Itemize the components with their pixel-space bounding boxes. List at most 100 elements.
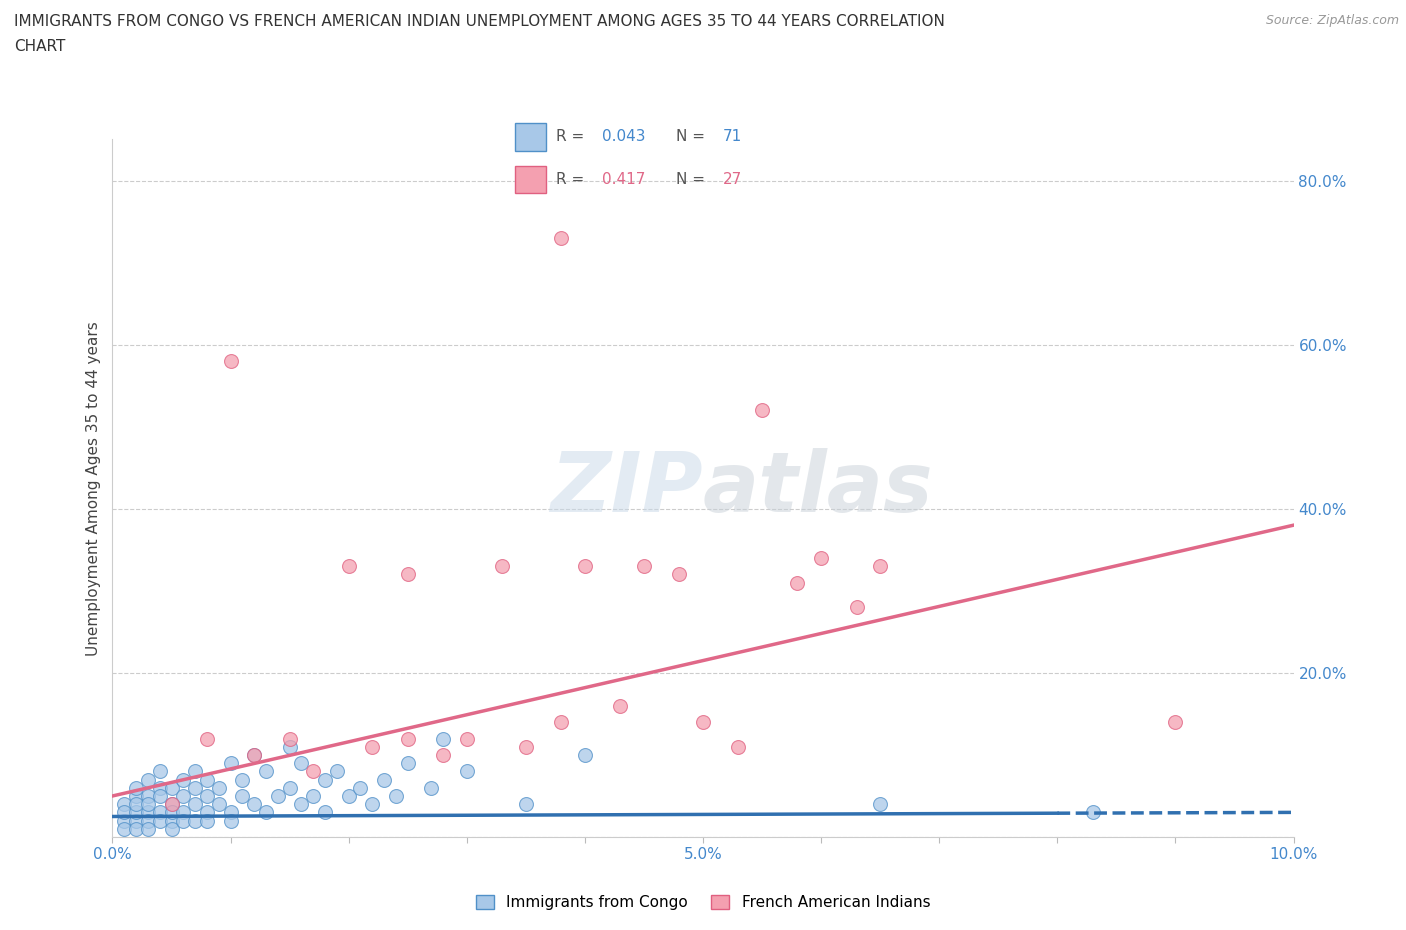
Point [609,698,631,713]
Point [125,821,148,836]
Point [491,559,513,574]
Point [349,780,371,795]
Point [136,789,159,804]
Point [396,567,419,582]
Point [195,772,218,787]
Point [112,813,135,828]
Point [195,731,218,746]
Point [1081,805,1104,820]
Point [184,780,207,795]
Text: N =: N = [676,172,710,187]
Point [302,789,325,804]
Point [195,813,218,828]
Point [314,805,336,820]
Point [195,805,218,820]
Text: 0.417: 0.417 [602,172,645,187]
Point [160,797,183,812]
Text: 27: 27 [723,172,742,187]
Point [172,789,194,804]
Point [869,559,891,574]
Point [136,821,159,836]
Point [172,813,194,828]
Point [219,756,242,771]
Point [385,789,408,804]
Point [361,797,384,812]
Point [219,813,242,828]
Point [149,813,172,828]
Point [160,797,183,812]
Point [727,739,749,754]
Point [160,813,183,828]
Point [574,559,596,574]
Point [172,805,194,820]
Point [396,731,419,746]
Point [136,805,159,820]
Point [149,764,172,778]
Point [278,780,301,795]
Point [136,813,159,828]
Point [184,813,207,828]
Point [243,748,266,763]
Point [112,821,135,836]
Point [195,789,218,804]
Point [810,551,832,565]
Point [692,714,714,729]
Point [751,403,773,418]
Point [125,797,148,812]
Point [668,567,690,582]
Point [219,805,242,820]
Point [160,821,183,836]
Point [869,797,891,812]
Point [219,353,242,368]
Text: N =: N = [676,129,710,144]
Text: 0.043: 0.043 [602,129,645,144]
Point [456,731,478,746]
Point [278,739,301,754]
Point [231,772,253,787]
Text: IMMIGRANTS FROM CONGO VS FRENCH AMERICAN INDIAN UNEMPLOYMENT AMONG AGES 35 TO 44: IMMIGRANTS FROM CONGO VS FRENCH AMERICAN… [14,14,945,29]
Point [112,797,135,812]
Point [243,797,266,812]
Point [633,559,655,574]
Point [420,780,443,795]
Point [574,748,596,763]
Point [432,731,454,746]
Point [125,805,148,820]
Point [231,789,253,804]
Point [125,789,148,804]
Point [786,575,808,590]
Text: 71: 71 [723,129,742,144]
Point [136,797,159,812]
Point [845,600,868,615]
Point [254,764,277,778]
Point [208,780,231,795]
Point [125,780,148,795]
Point [254,805,277,820]
Point [149,780,172,795]
Point [136,772,159,787]
Point [243,748,266,763]
Point [515,739,537,754]
Point [149,805,172,820]
Point [149,789,172,804]
Y-axis label: Unemployment Among Ages 35 to 44 years: Unemployment Among Ages 35 to 44 years [86,321,101,656]
Point [160,780,183,795]
Text: Source: ZipAtlas.com: Source: ZipAtlas.com [1265,14,1399,27]
Point [278,731,301,746]
FancyBboxPatch shape [516,166,547,193]
Point [326,764,349,778]
Text: CHART: CHART [14,39,66,54]
Text: R =: R = [555,172,589,187]
Point [361,739,384,754]
Text: ZIP: ZIP [550,447,703,529]
Point [515,797,537,812]
Point [290,756,312,771]
Point [373,772,395,787]
Point [550,231,572,246]
Point [290,797,312,812]
Point [337,559,360,574]
Point [432,748,454,763]
Point [125,813,148,828]
Point [184,797,207,812]
Point [314,772,336,787]
